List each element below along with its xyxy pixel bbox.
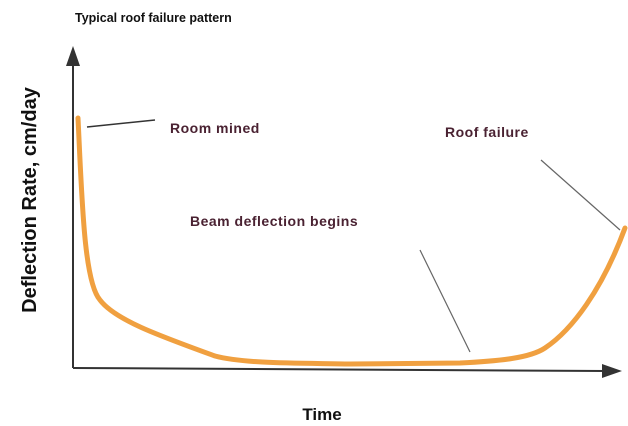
- leader-line: [540, 159, 621, 231]
- title: Typical roof failure pattern: [75, 11, 232, 25]
- leader-line: [86, 119, 156, 128]
- annotation: Roof failure: [445, 124, 529, 140]
- x-axis-label: Time: [302, 405, 341, 424]
- annotation: Room mined: [170, 120, 260, 136]
- leader-line: [419, 249, 471, 353]
- deflection-curve: [75, 115, 628, 367]
- y-axis-arrow: [66, 46, 80, 66]
- y-axis-label: Deflection Rate, cm/day: [19, 86, 41, 313]
- x-axis: [72, 367, 607, 372]
- annotation: Beam deflection begins: [190, 213, 358, 229]
- x-axis-arrow: [602, 364, 622, 378]
